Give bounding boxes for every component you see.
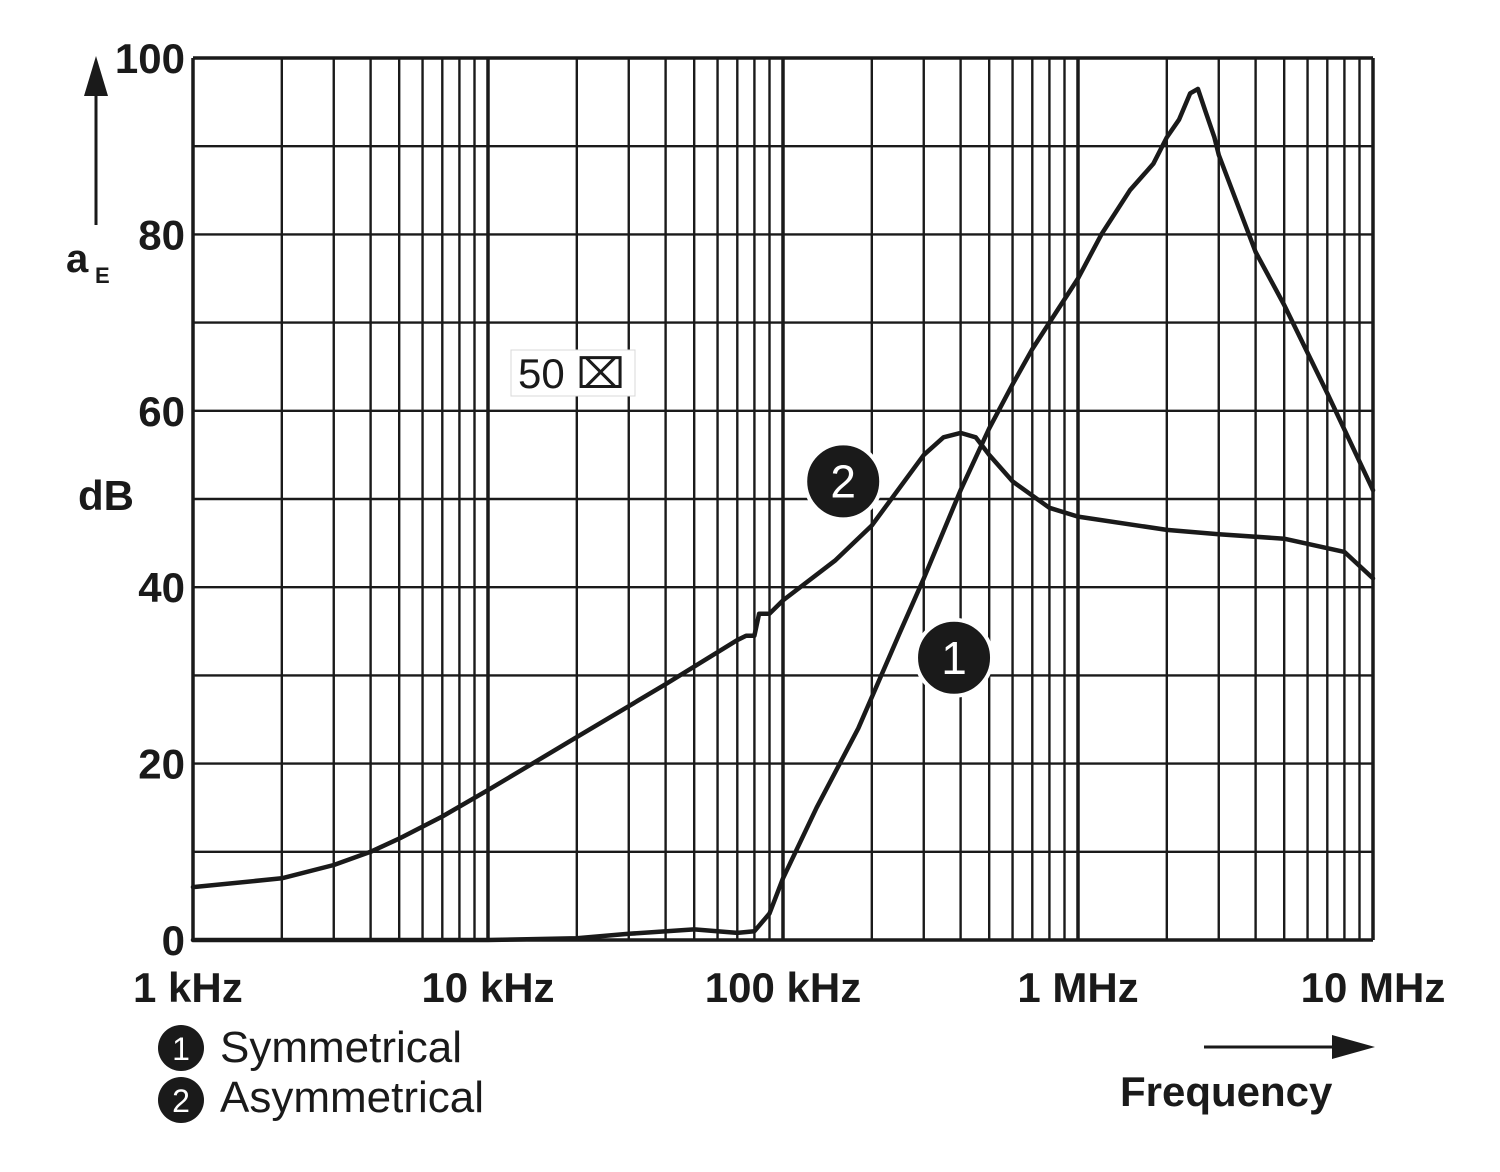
y-tick-label: 0: [162, 917, 185, 964]
curve-asymmetrical: [190, 430, 1376, 890]
y-axis-arrow-head: [84, 56, 108, 96]
legend-marker-1: [158, 1025, 204, 1071]
legend-item-symmetrical: 1 Symmetrical: [158, 1023, 462, 1072]
curve-symmetrical: [190, 86, 1376, 943]
legend-marker-2: [158, 1077, 204, 1123]
y-axis-label: a: [66, 237, 89, 281]
curves: [190, 86, 1376, 943]
impedance-label: 50 ⌧: [518, 350, 625, 397]
curve-badge-2: [803, 441, 884, 522]
grid: [191, 56, 1375, 942]
x-tick-label: 1 kHz: [133, 964, 243, 1011]
x-tick-labels: 1 kHz 10 kHz 100 kHz 1 MHz 10 MHz: [133, 964, 1445, 1011]
legend-marker-1-number: 1: [172, 1031, 190, 1067]
curve-badge-number: 2: [830, 455, 856, 507]
x-tick-label: 10 kHz: [421, 964, 554, 1011]
impedance-label-box: [510, 349, 636, 397]
curve-badge-number: 1: [941, 632, 967, 684]
y-tick-label: 60: [138, 388, 185, 435]
x-tick-label: 1 MHz: [1017, 964, 1138, 1011]
curve-badges: 12: [803, 441, 995, 698]
y-tick-labels: 0 20 40 60 80 100: [115, 35, 185, 964]
y-tick-label: 80: [138, 211, 185, 258]
y-axis-unit: dB: [78, 472, 134, 519]
legend-marker-2-number: 2: [172, 1083, 190, 1119]
y-tick-label: 20: [138, 741, 185, 788]
y-tick-label: 100: [115, 35, 185, 82]
legend-item-asymmetrical: 2 Asymmetrical: [158, 1073, 484, 1123]
legend-label-symmetrical: Symmetrical: [220, 1023, 462, 1072]
x-tick-label: 10 MHz: [1301, 964, 1446, 1011]
y-axis-label-subscript: E: [95, 263, 110, 288]
x-axis-label: Frequency: [1120, 1068, 1333, 1115]
x-axis-arrow-head: [1332, 1035, 1375, 1059]
x-tick-label: 100 kHz: [705, 964, 861, 1011]
curve-badge-1: [914, 617, 995, 698]
y-tick-label: 40: [138, 564, 185, 611]
legend-label-asymmetrical: Asymmetrical: [220, 1073, 484, 1122]
legend: 1 Symmetrical 2 Asymmetrical: [158, 1023, 484, 1123]
